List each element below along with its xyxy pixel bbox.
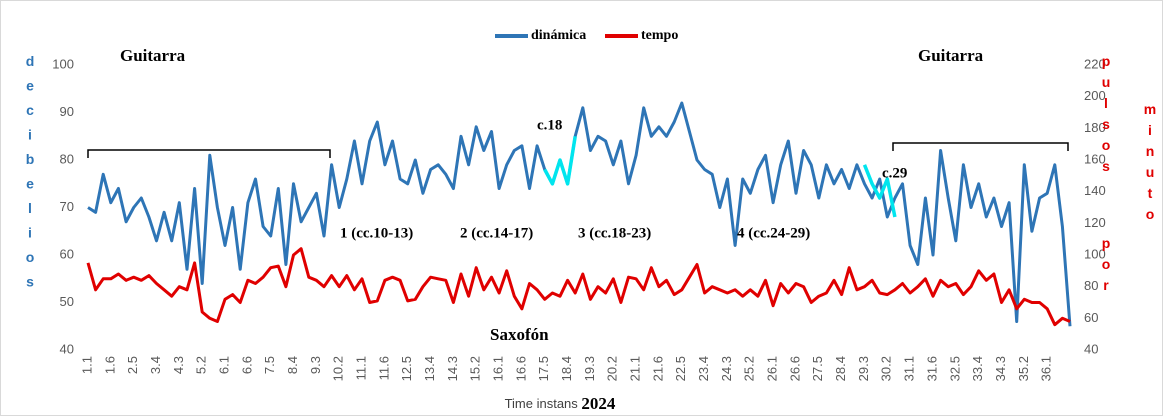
x-tick-label: 28.4 (833, 356, 848, 381)
x-tick-label: 31.6 (924, 356, 939, 381)
series-line (86, 247, 1071, 327)
x-tick-label: 8.4 (285, 356, 300, 374)
x-axis-label: Time instans 2024 (505, 394, 616, 413)
x-tick-label: 29.3 (856, 356, 871, 381)
x-tick-label: 26.6 (787, 356, 802, 381)
annotation: c.29 (882, 165, 907, 181)
x-tick-label: 17.5 (536, 356, 551, 381)
annotation: 2 (cc.14-17) (460, 225, 533, 241)
x-tick-label: 20.2 (605, 356, 620, 381)
y2-tick-label: 100 (1084, 246, 1106, 261)
x-tick-label: 4.3 (171, 356, 186, 374)
x-tick-label: 5.2 (194, 356, 209, 374)
x-tick-label: 1.1 (79, 356, 94, 374)
x-tick-label: 9.3 (308, 356, 323, 374)
x-tick-label: 32.5 (947, 356, 962, 381)
x-tick-label: 21.6 (650, 356, 665, 381)
x-tick-label: 11.1 (353, 356, 368, 380)
y2-tick-label: 120 (1084, 215, 1106, 230)
y-tick-label: 100 (52, 56, 74, 71)
x-tick-label: 22.5 (673, 356, 688, 381)
x-tick-label: 6.6 (239, 356, 254, 374)
annotation: 3 (cc.18-23) (578, 225, 651, 241)
annotation: c.18 (537, 117, 562, 133)
x-tick-label: 36.1 (1039, 356, 1054, 381)
x-tick-label: 31.1 (902, 356, 917, 381)
annotation: Guitarra (120, 46, 186, 65)
y2-tick-label: 180 (1084, 120, 1106, 135)
legend-label: tempo (641, 28, 678, 43)
x-axis-label-part: Time instans (505, 396, 579, 411)
y2-tick-label: 60 (1084, 310, 1098, 325)
annotation: Saxofón (490, 325, 549, 344)
x-tick-label: 33.4 (970, 356, 985, 381)
x-tick-label: 15.2 (468, 356, 483, 381)
y2-tick-label: 80 (1084, 278, 1098, 293)
y-tick-label: 50 (60, 294, 74, 309)
x-tick-label: 3.4 (148, 356, 163, 374)
x-tick-label: 21.1 (628, 356, 643, 381)
x-tick-label: 25.2 (742, 356, 757, 381)
x-tick-label: 1.6 (102, 356, 117, 374)
y2-tick-label: 220 (1084, 56, 1106, 71)
x-tick-label: 16.6 (513, 356, 528, 381)
series-line (87, 101, 1072, 327)
x-tick-label: 26.1 (765, 356, 780, 381)
x-tick-label: 34.3 (993, 356, 1008, 381)
y-tick-label: 40 (60, 341, 74, 356)
bracket (87, 149, 331, 158)
y-tick-label: 70 (60, 199, 74, 214)
x-tick-label: 16.1 (491, 356, 506, 381)
annotation: 4 (cc.24-29) (737, 225, 810, 241)
x-tick-label: 14.3 (445, 356, 460, 381)
series-line (543, 136, 577, 186)
x-tick-label: 13.4 (422, 356, 437, 381)
x-tick-label: 2.5 (125, 356, 140, 374)
x-tick-label: 23.4 (696, 356, 711, 381)
bracket (892, 142, 1069, 151)
y2-tick-label: 140 (1084, 183, 1106, 198)
x-tick-label: 11.6 (376, 356, 391, 380)
x-tick-label: 7.5 (262, 356, 277, 374)
y2-tick-label: 40 (1084, 341, 1098, 356)
x-tick-label: 30.2 (879, 356, 894, 381)
x-tick-label: 12.5 (399, 356, 414, 381)
y-tick-label: 80 (60, 151, 74, 166)
x-tick-label: 6.1 (216, 356, 231, 374)
x-tick-label: 19.3 (582, 356, 597, 381)
x-tick-label: 27.5 (810, 356, 825, 381)
y-tick-label: 90 (60, 104, 74, 119)
x-tick-label: 35.2 (1016, 356, 1031, 381)
y-tick-label: 60 (60, 246, 74, 261)
y2-tick-label: 200 (1084, 88, 1106, 103)
x-tick-label: 24.3 (719, 356, 734, 381)
annotation: Guitarra (918, 46, 984, 65)
legend-label: dinámica (531, 28, 586, 43)
x-axis-label-part: 2024 (581, 394, 616, 413)
x-tick-label: 10.2 (331, 356, 346, 381)
x-tick-label: 18.4 (559, 356, 574, 381)
annotation: 1 (cc.10-13) (340, 225, 413, 241)
y2-tick-label: 160 (1084, 151, 1106, 166)
series-line (862, 164, 897, 218)
